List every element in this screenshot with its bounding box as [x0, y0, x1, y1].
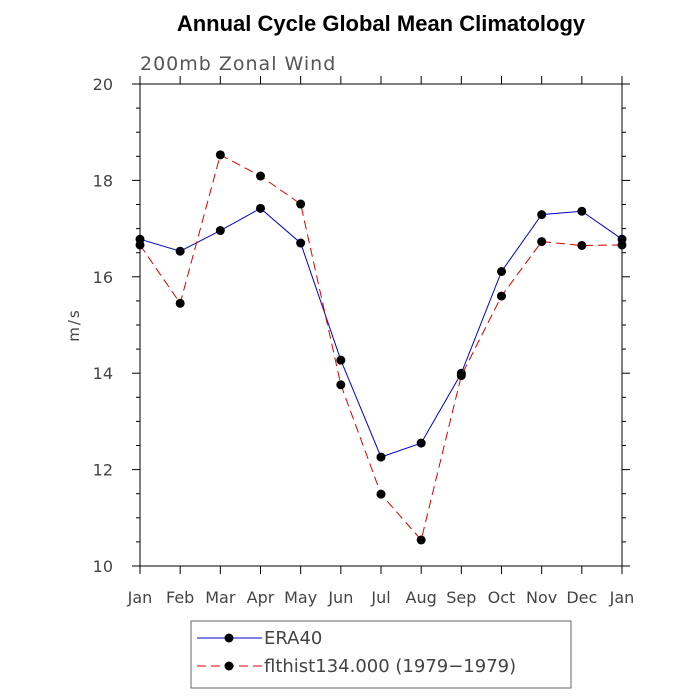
y-tick-label: 16 [93, 268, 113, 287]
data-point [376, 489, 386, 499]
series-line-0 [139, 207, 623, 458]
data-point [296, 199, 306, 209]
data-point [456, 371, 466, 381]
x-tick-label: Aug [406, 588, 437, 607]
x-tick-label: Nov [526, 588, 557, 607]
data-series [135, 150, 627, 545]
legend-marker [224, 633, 234, 643]
data-point [256, 203, 265, 213]
x-tick-label: Jun [327, 588, 353, 607]
legend: ERA40 flthist134.000 (1979−1979) [197, 628, 516, 677]
chart-subtitle: 200mb Zonal Wind [140, 53, 336, 75]
data-point [617, 240, 627, 250]
x-tick-label: May [284, 588, 317, 607]
data-point [296, 238, 306, 248]
x-tick-label: Jan [127, 588, 153, 607]
data-point [537, 210, 547, 220]
y-tick-label: 10 [93, 557, 113, 576]
legend-box [190, 620, 572, 689]
x-tick-label: Sep [446, 588, 476, 607]
data-point [537, 237, 547, 247]
data-point [215, 150, 225, 160]
x-tick-label: Jul [370, 588, 390, 607]
y-tick-label: 20 [93, 75, 113, 94]
x-tick-label: Feb [166, 588, 194, 607]
x-tick-label: Dec [566, 588, 597, 607]
legend-marker [224, 661, 234, 671]
data-point [577, 240, 587, 250]
y-tick-labels: 10 12 14 16 18 20 [93, 75, 113, 576]
data-point [336, 380, 346, 390]
axis-ticks [132, 76, 630, 574]
data-point [256, 171, 265, 181]
x-tick-label: Mar [205, 588, 236, 607]
data-point [497, 266, 506, 276]
data-point [215, 226, 225, 236]
y-axis-label: m/s [65, 308, 83, 341]
y-tick-label: 18 [93, 171, 113, 190]
data-point [175, 246, 185, 256]
y-tick-label: 14 [93, 364, 113, 383]
data-point [376, 452, 386, 462]
x-tick-label: Jan [609, 588, 635, 607]
legend-label-0: ERA40 [264, 628, 322, 649]
chart-title: Annual Cycle Global Mean Climatology [177, 11, 586, 36]
data-point [416, 535, 426, 545]
x-tick-label: Oct [488, 588, 516, 607]
data-point [175, 298, 185, 308]
data-point [135, 240, 145, 250]
data-point [416, 438, 426, 448]
x-tick-label: Apr [247, 588, 275, 607]
data-point [577, 206, 587, 216]
series-line-1 [139, 154, 623, 542]
y-tick-label: 12 [93, 461, 113, 480]
legend-label-1: flthist134.000 (1979−1979) [264, 656, 516, 677]
data-point [336, 355, 346, 365]
x-tick-labels: Jan Feb Mar Apr May Jun Jul Aug Sep Oct Nov Dec Jan [127, 588, 635, 607]
data-point [497, 291, 506, 301]
